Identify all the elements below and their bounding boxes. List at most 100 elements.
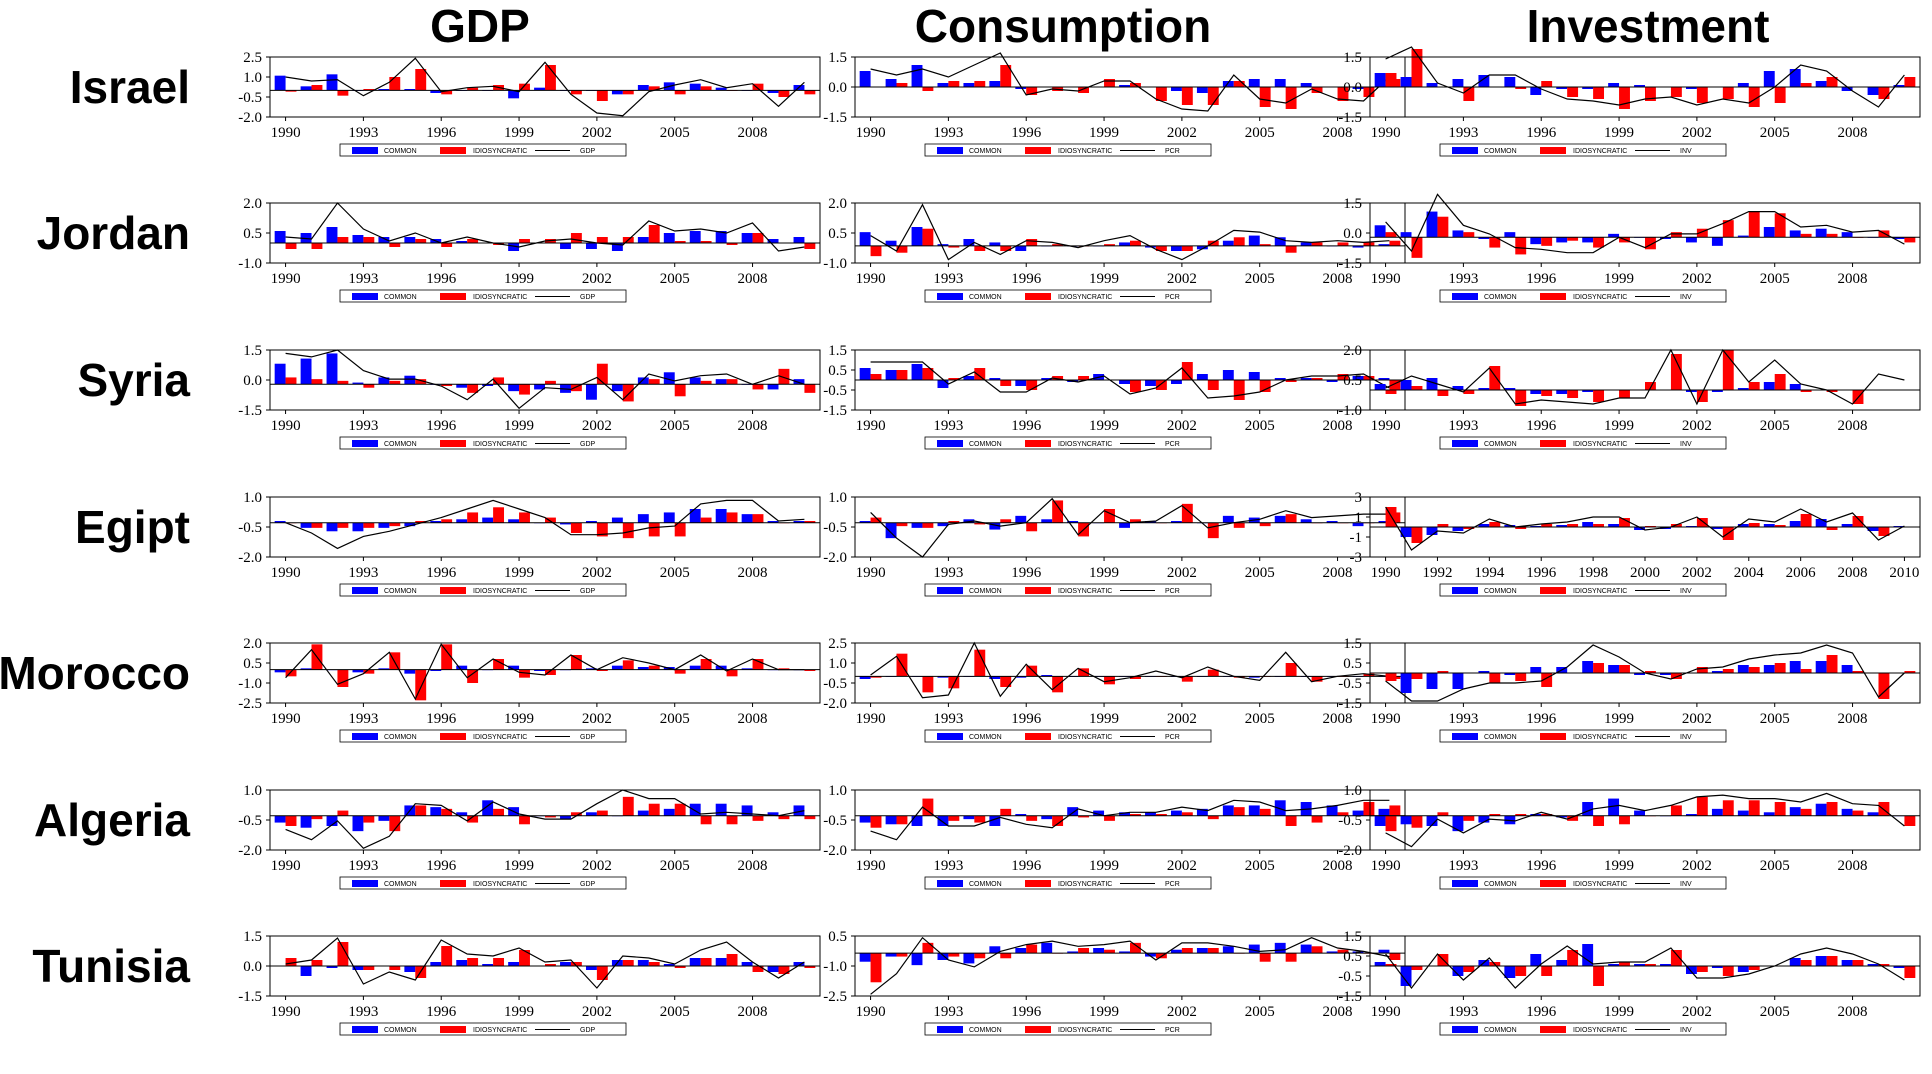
x-tick-label: 2002 <box>582 565 612 581</box>
series-line <box>1385 644 1905 702</box>
idiosyncratic-bar <box>1311 946 1323 954</box>
idiosyncratic-bar <box>1181 812 1193 816</box>
idiosyncratic-bar <box>363 384 375 388</box>
common-bar <box>689 958 701 966</box>
idiosyncratic-bar <box>896 815 908 825</box>
common-bar <box>1452 230 1464 238</box>
idiosyncratic-bar <box>948 378 960 380</box>
common-bar <box>1222 946 1234 954</box>
chart-panel: 2.0 0.5 -1.0 -2.5 1990 1993 1996 1999 2002 2005 20… <box>238 636 821 743</box>
x-tick-label: 2002 <box>582 1004 612 1020</box>
y-tick-label: -0.5 <box>1338 969 1362 985</box>
idiosyncratic-bar <box>1026 522 1038 532</box>
common-bar <box>1634 810 1645 816</box>
legend-line-label: GDP <box>580 441 596 448</box>
x-tick-label: 1990 <box>1371 1004 1401 1020</box>
common-bar <box>1530 667 1542 673</box>
x-tick-label: 1990 <box>1371 565 1401 581</box>
legend-idiosyncratic-swatch <box>1540 147 1566 154</box>
legend-line-label: GDP <box>580 588 596 595</box>
common-bar <box>611 243 623 251</box>
chart-panel: 2.0 0.5 -1.0 1990 1993 1996 1999 2002 2005 2008 CO… <box>238 196 821 303</box>
chart-panel: 2.5 1.0 -0.5 -2.0 1990 1993 1996 1999 2002 2005 20… <box>238 50 821 157</box>
common-bar <box>1556 960 1568 966</box>
legend-idiosyncratic-swatch <box>1025 1026 1051 1033</box>
x-tick-label: 2006 <box>1786 565 1817 581</box>
common-bar <box>637 377 649 385</box>
idiosyncratic-bar <box>1515 814 1527 816</box>
common-bar <box>1378 521 1390 523</box>
row-labels: Israel Jordan Syria Egipt Morocco Algeria Tuni… <box>0 61 190 992</box>
x-tick-label: 1996 <box>426 1004 457 1020</box>
idiosyncratic-bar <box>922 87 934 91</box>
common-bar <box>430 521 442 523</box>
idiosyncratic-bar <box>1748 667 1760 673</box>
common-bar <box>352 382 364 385</box>
y-tick-label: 0.5 <box>1343 949 1362 965</box>
chart-panel: 1.0 -0.5 -2.0 1990 1993 1996 1999 2002 2005 2008 C… <box>238 490 821 597</box>
idiosyncratic-bar <box>596 237 608 243</box>
common-bar <box>1737 665 1749 673</box>
idiosyncratic-bar <box>752 233 764 243</box>
x-tick-label: 1993 <box>1448 858 1478 874</box>
common-bar <box>1352 376 1364 380</box>
common-bar <box>378 237 390 243</box>
idiosyncratic-bar <box>1411 386 1423 390</box>
idiosyncratic-bar <box>778 966 790 974</box>
common-bar <box>637 237 649 243</box>
idiosyncratic-bar <box>1155 245 1167 251</box>
common-bar <box>1763 524 1775 527</box>
common-bar <box>1504 77 1516 87</box>
legend-idiosyncratic-swatch <box>1025 733 1051 740</box>
idiosyncratic-bar <box>1696 390 1708 402</box>
x-tick-label: 2008 <box>1323 271 1353 287</box>
x-tick-label: 1996 <box>1011 271 1042 287</box>
common-bar <box>1248 805 1260 816</box>
legend-idiosyncratic-label: IDIOSYNCRATIC <box>1573 881 1627 888</box>
legend-idiosyncratic-swatch <box>440 587 466 594</box>
common-bar <box>1400 77 1412 87</box>
legend: COMMON IDIOSYNCRATIC INV <box>1439 583 1727 597</box>
idiosyncratic-bar <box>804 521 816 523</box>
idiosyncratic-bar <box>1078 668 1090 677</box>
common-bar <box>793 962 805 966</box>
x-tick-label: 2002 <box>1167 565 1197 581</box>
common-bar <box>1067 807 1079 816</box>
x-tick-label: 1990 <box>1371 418 1401 434</box>
legend-common-swatch <box>937 733 963 740</box>
series-line <box>870 52 1390 112</box>
idiosyncratic-bar <box>1722 800 1734 816</box>
idiosyncratic-bar <box>1285 245 1297 253</box>
common-bar <box>352 815 364 832</box>
idiosyncratic-bar <box>752 966 764 972</box>
idiosyncratic-bar <box>1696 518 1708 527</box>
idiosyncratic-bar <box>1385 390 1397 394</box>
common-bar <box>689 231 701 243</box>
x-tick-label: 1993 <box>348 1004 378 1020</box>
y-tick-label: -0.5 <box>823 383 847 399</box>
x-tick-label: 1993 <box>1448 418 1478 434</box>
idiosyncratic-bar <box>363 669 375 674</box>
row-label: Egipt <box>75 501 190 553</box>
legend-common-swatch <box>352 147 378 154</box>
common-bar <box>1015 245 1027 251</box>
series-line <box>1385 506 1905 551</box>
idiosyncratic-bar <box>922 798 934 816</box>
idiosyncratic-bar <box>1259 380 1271 392</box>
y-tick-label: 0.5 <box>243 226 262 242</box>
idiosyncratic-bar <box>519 83 530 91</box>
idiosyncratic-bar <box>545 815 556 818</box>
y-tick-label: 1.0 <box>828 783 847 799</box>
common-bar <box>326 74 338 91</box>
common-bar <box>482 964 494 966</box>
common-bar <box>534 87 545 91</box>
common-bar <box>1378 949 1390 954</box>
common-bar <box>585 384 597 400</box>
common-bar <box>1711 808 1723 816</box>
legend-idiosyncratic-swatch <box>1025 147 1051 154</box>
x-tick-label: 1999 <box>1604 1004 1634 1020</box>
common-bar <box>1093 810 1105 816</box>
common-bar <box>1737 524 1749 527</box>
chart-panel: 1.5 0.0 -1.5 1990 1993 1996 1999 2002 2005 2008 CO… <box>1338 193 1921 303</box>
legend-common-swatch <box>1452 587 1478 594</box>
